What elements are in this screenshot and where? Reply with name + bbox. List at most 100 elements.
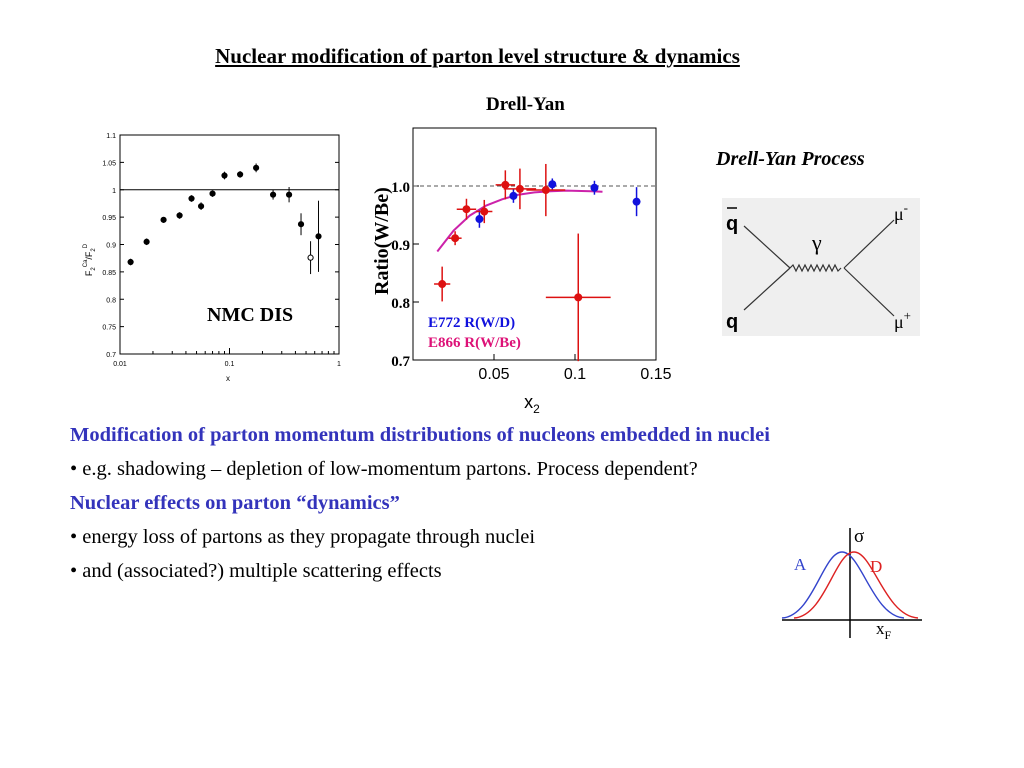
dy-ytick-label: 1.0 (391, 180, 410, 196)
text-line-dynamics: Nuclear effects on parton “dynamics” (70, 492, 400, 514)
nmc-point (285, 191, 293, 198)
text-line-energy-loss: • energy loss of partons as they propaga… (70, 526, 536, 548)
nmc-point (315, 233, 322, 240)
svg-text:F2Ca/F2D: F2Ca/F2D (83, 243, 97, 276)
nmc-ytick-label: 1 (112, 188, 116, 195)
nmc-ylabel-f2: /F (84, 251, 94, 260)
nmc-point (197, 203, 205, 210)
e772-point (632, 197, 641, 206)
nmc-point (209, 190, 216, 197)
e866-point (438, 280, 447, 289)
xf-label-sub: F (885, 628, 892, 642)
drell-yan-heading: Drell-Yan (486, 94, 565, 115)
mu-minus-label: μ- (894, 200, 908, 224)
e866-point (515, 184, 524, 193)
dy-xtick-label: 0.15 (640, 366, 671, 383)
nmc-point (297, 221, 305, 228)
nmc-ylabel: F2Ca/F2D (83, 243, 97, 276)
dy-ytick-label: 0.9 (391, 238, 410, 254)
dy-data-layer: 0.7 0.8 0.9 1.0 0.05 0.1 0.15 (391, 163, 672, 383)
muon-line-bottom (843, 267, 895, 317)
dy-ylabel: Ratio(W/Be) (371, 187, 393, 295)
nmc-ytick-label: 0.85 (102, 270, 116, 277)
nmc-ytick-label: 1.05 (102, 160, 116, 167)
nmc-annotation: NMC DIS (207, 304, 293, 326)
slide-title: Nuclear modification of parton level str… (215, 44, 740, 68)
drell-yan-process-label: Drell-Yan Process (716, 148, 865, 170)
mu-minus-sup: - (904, 200, 908, 215)
dy-xlabel: x2 (524, 392, 540, 415)
sigma-xf-sketch: σ A D xF (781, 526, 922, 642)
nmc-point (269, 191, 277, 198)
e866-point (574, 293, 583, 302)
feynman-background (722, 198, 920, 336)
dy-ytick-label: 0.7 (391, 354, 410, 370)
nmc-point (307, 254, 314, 261)
curve-a-label: A (794, 555, 807, 574)
nmc-dis-chart: 0.7 0.75 0.8 0.85 0.9 0.95 1 1.05 1.1 0.01 0.1 1 NM… (83, 133, 341, 383)
nmc-ytick-label: 0.9 (106, 243, 116, 250)
e772-point (548, 180, 557, 189)
nmc-point (160, 216, 167, 223)
quark-label: q (726, 311, 738, 333)
sigma-label: σ (854, 526, 864, 547)
dy-xtick-label: 0.1 (564, 366, 586, 383)
nmc-ylabel-sup1: Ca (83, 259, 89, 267)
nmc-data-layer: 0.7 0.75 0.8 0.85 0.9 0.95 1 1.05 1.1 0.01 0.1 1 (102, 133, 341, 368)
mu-plus-sup: + (904, 308, 911, 323)
photon-label: γ (811, 230, 822, 255)
quark-line-top (743, 225, 791, 269)
nmc-point (127, 258, 134, 266)
text-line-modification: Modification of parton momentum distribu… (70, 424, 770, 446)
nmc-ytick-label: 0.7 (106, 352, 116, 359)
mu-plus-label: μ+ (894, 308, 911, 332)
mu-minus-symbol: μ (894, 204, 904, 224)
nmc-ytick-label: 1.1 (106, 133, 116, 140)
e772-point (509, 191, 518, 200)
nmc-ylabel-sub1: 2 (91, 267, 97, 271)
drell-yan-chart: 0.7 0.8 0.9 1.0 0.05 0.1 0.15 Ratio(W/Be) x2 E… (371, 127, 672, 415)
e866-point (541, 186, 550, 195)
text-line-multiple-scattering: • and (associated?) multiple scattering … (70, 560, 442, 582)
e866-point (480, 207, 489, 216)
nmc-point (221, 172, 228, 179)
nmc-xtick-label: 1 (337, 361, 341, 368)
e866-point (501, 180, 510, 189)
nmc-ytick-label: 0.95 (102, 215, 116, 222)
nmc-point (143, 238, 150, 245)
nmc-point (176, 212, 183, 219)
nmc-point (253, 164, 260, 171)
nmc-xlabel: x (226, 374, 230, 383)
nmc-xtick-label: 0.1 (225, 361, 235, 368)
e866-point (451, 234, 460, 243)
nmc-ytick-label: 0.75 (102, 325, 116, 332)
nmc-point (188, 195, 195, 202)
dy-fit-curve (436, 189, 603, 253)
photon-propagator (789, 263, 842, 273)
dy-legend-e866: E866 R(W/Be) (428, 335, 521, 351)
nmc-ylabel-sup2: D (83, 243, 89, 248)
muon-line-top (843, 219, 895, 269)
dy-ytick-label: 0.8 (391, 296, 410, 312)
curve-a (781, 551, 905, 619)
feynman-diagram: q q γ μ- μ+ (722, 198, 920, 336)
xf-label-main: x (876, 619, 885, 638)
dy-xlabel-sub: 2 (533, 402, 540, 415)
text-line-shadowing: • e.g. shadowing – depletion of low-mome… (70, 458, 698, 480)
curve-d (793, 551, 919, 619)
body-text: Modification of parton momentum distribu… (70, 418, 970, 588)
mu-plus-symbol: μ (894, 312, 904, 332)
xf-label: xF (876, 619, 892, 642)
nmc-xtick-label: 0.01 (113, 361, 127, 368)
antiquark-label: q (726, 213, 738, 235)
nmc-ylabel-f1: F (84, 270, 94, 276)
curve-d-label: D (870, 557, 882, 576)
nmc-point (237, 171, 244, 178)
e772-point (590, 183, 599, 192)
e772-point (475, 215, 484, 224)
nmc-ylabel-sub2: 2 (91, 248, 97, 252)
dy-xlabel-main: x (524, 392, 533, 412)
dy-legend-e772: E772 R(W/D) (428, 315, 515, 331)
e866-point (462, 205, 471, 214)
dy-xtick-label: 0.05 (478, 366, 509, 383)
